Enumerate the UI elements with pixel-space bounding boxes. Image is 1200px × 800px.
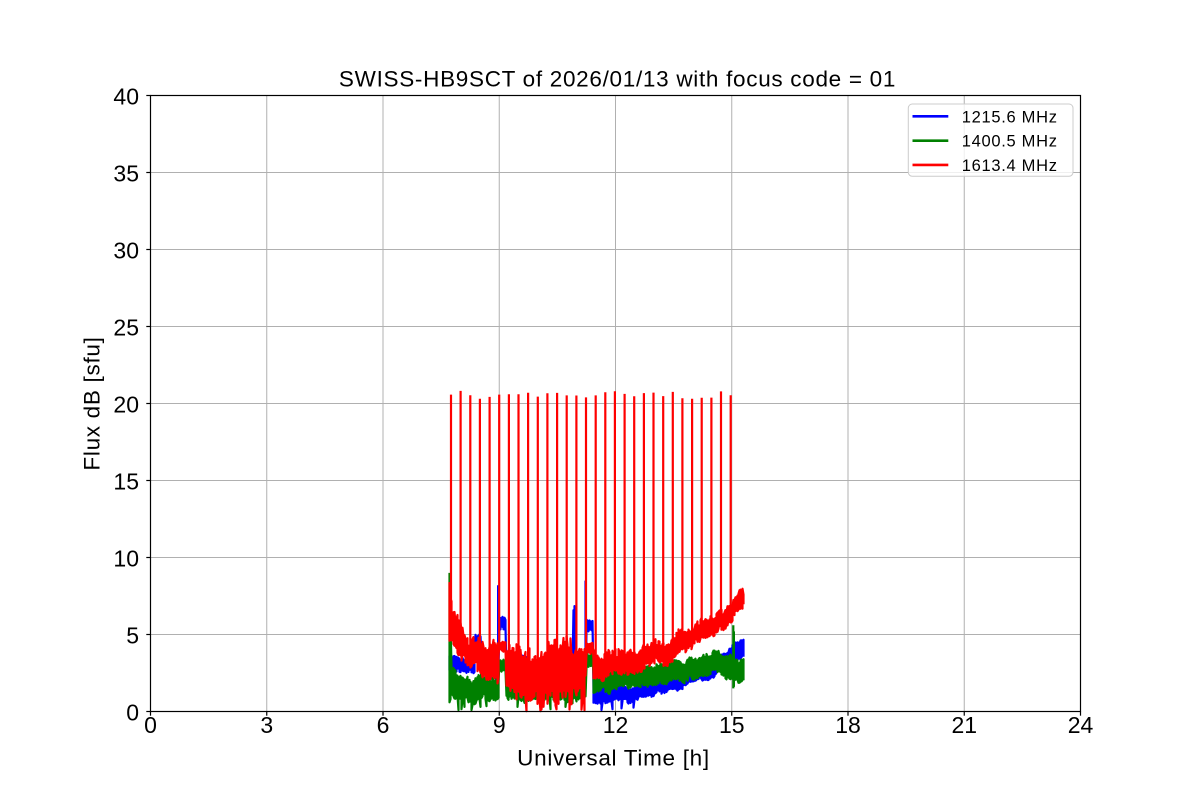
svg-text:5: 5	[126, 623, 139, 649]
svg-text:0: 0	[126, 700, 139, 726]
svg-text:30: 30	[113, 238, 139, 264]
svg-text:1613.4 MHz: 1613.4 MHz	[962, 157, 1058, 175]
svg-text:6: 6	[377, 712, 390, 738]
svg-text:Universal Time [h]: Universal Time [h]	[517, 746, 710, 771]
svg-text:1215.6 MHz: 1215.6 MHz	[962, 108, 1058, 126]
svg-text:0: 0	[144, 712, 157, 738]
svg-text:SWISS-HB9SCT of 2026/01/13 wit: SWISS-HB9SCT of 2026/01/13 with focus co…	[339, 67, 896, 92]
svg-text:20: 20	[113, 392, 139, 418]
svg-text:Flux dB [sfu]: Flux dB [sfu]	[80, 336, 105, 470]
svg-text:10: 10	[113, 546, 139, 572]
svg-text:15: 15	[113, 469, 139, 495]
svg-text:35: 35	[113, 161, 139, 187]
svg-text:3: 3	[260, 712, 273, 738]
svg-text:18: 18	[835, 712, 861, 738]
svg-text:15: 15	[719, 712, 745, 738]
svg-text:1400.5 MHz: 1400.5 MHz	[962, 133, 1058, 151]
svg-text:12: 12	[603, 712, 629, 738]
svg-text:9: 9	[493, 712, 506, 738]
svg-text:24: 24	[1068, 712, 1094, 738]
svg-text:40: 40	[113, 84, 139, 110]
svg-text:21: 21	[951, 712, 977, 738]
svg-text:25: 25	[113, 315, 139, 341]
